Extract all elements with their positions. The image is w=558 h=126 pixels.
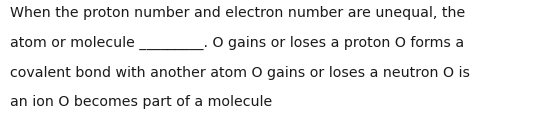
Text: atom or molecule _________. O gains or loses a proton O forms a: atom or molecule _________. O gains or l… — [10, 36, 464, 50]
Text: covalent bond with another atom O gains or loses a neutron O is: covalent bond with another atom O gains … — [10, 66, 470, 80]
Text: an ion O becomes part of a molecule: an ion O becomes part of a molecule — [10, 95, 272, 109]
Text: When the proton number and electron number are unequal, the: When the proton number and electron numb… — [10, 6, 465, 20]
